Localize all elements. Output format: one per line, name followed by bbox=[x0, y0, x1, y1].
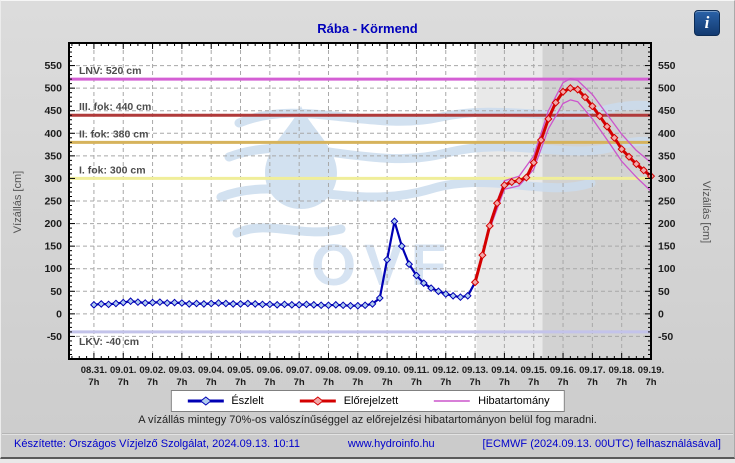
svg-text:08.31.: 08.31. bbox=[81, 365, 107, 376]
svg-text:500: 500 bbox=[658, 83, 676, 95]
svg-text:7h: 7h bbox=[352, 377, 363, 388]
svg-text:7h: 7h bbox=[147, 377, 158, 388]
svg-text:7h: 7h bbox=[323, 377, 334, 388]
svg-text:400: 400 bbox=[658, 128, 676, 140]
legend-item: Előrejelzett bbox=[298, 393, 398, 409]
info-icon[interactable]: i bbox=[694, 10, 720, 36]
svg-text:350: 350 bbox=[44, 150, 62, 162]
svg-text:150: 150 bbox=[658, 241, 676, 253]
page-title: Rába - Körmend bbox=[317, 21, 418, 36]
svg-text:09.08.: 09.08. bbox=[315, 365, 341, 376]
svg-text:III. fok: 440 cm: III. fok: 440 cm bbox=[79, 101, 151, 113]
svg-text:09.15.: 09.15. bbox=[521, 365, 547, 376]
svg-text:7h: 7h bbox=[382, 377, 393, 388]
svg-text:7h: 7h bbox=[206, 377, 217, 388]
svg-text:-50: -50 bbox=[658, 331, 673, 343]
svg-text:09.09.: 09.09. bbox=[345, 365, 371, 376]
footer-site-link[interactable]: www.hydroinfo.hu bbox=[347, 438, 435, 450]
note-text: A vízállás mintegy 70%-os valószínűségge… bbox=[138, 414, 597, 426]
svg-text:50: 50 bbox=[658, 286, 670, 298]
svg-text:300: 300 bbox=[44, 173, 62, 185]
svg-text:09.04.: 09.04. bbox=[198, 365, 224, 376]
svg-text:500: 500 bbox=[44, 83, 62, 95]
svg-text:250: 250 bbox=[658, 196, 676, 208]
svg-text:150: 150 bbox=[44, 241, 62, 253]
svg-text:7h: 7h bbox=[411, 377, 422, 388]
svg-text:7h: 7h bbox=[499, 377, 510, 388]
svg-text:100: 100 bbox=[658, 263, 676, 275]
y-axis-label-left: Vízállás [cm] bbox=[12, 170, 24, 234]
svg-text:LNV: 520 cm: LNV: 520 cm bbox=[79, 65, 141, 77]
svg-text:7h: 7h bbox=[645, 377, 656, 388]
svg-text:50: 50 bbox=[50, 286, 62, 298]
svg-text:300: 300 bbox=[658, 173, 676, 185]
svg-text:0: 0 bbox=[658, 308, 664, 320]
footer: Készítette: Országos Vízjelző Szolgálat,… bbox=[2, 433, 733, 454]
svg-text:09.10.: 09.10. bbox=[374, 365, 400, 376]
svg-text:I. fok: 300 cm: I. fok: 300 cm bbox=[79, 164, 146, 176]
footer-model-text: [ECMWF (2024.09.13. 00UTC) felhasználásá… bbox=[482, 438, 721, 450]
svg-text:7h: 7h bbox=[264, 377, 275, 388]
svg-text:200: 200 bbox=[44, 218, 62, 230]
svg-text:7h: 7h bbox=[557, 377, 568, 388]
svg-text:09.01.: 09.01. bbox=[110, 365, 136, 376]
svg-text:LKV: -40 cm: LKV: -40 cm bbox=[79, 336, 139, 348]
svg-text:450: 450 bbox=[44, 105, 62, 117]
legend-line-sample bbox=[187, 396, 224, 406]
svg-text:200: 200 bbox=[658, 218, 676, 230]
svg-text:09.17.: 09.17. bbox=[579, 365, 605, 376]
svg-text:550: 550 bbox=[44, 60, 62, 72]
svg-text:550: 550 bbox=[658, 60, 676, 72]
svg-text:09.14.: 09.14. bbox=[491, 365, 517, 376]
legend-item: Észlelt bbox=[185, 393, 264, 409]
legend-item: Hibatartomány bbox=[432, 393, 550, 409]
svg-text:7h: 7h bbox=[294, 377, 305, 388]
svg-text:II. fok: 380 cm: II. fok: 380 cm bbox=[79, 128, 148, 140]
info-icon-glyph: i bbox=[704, 13, 710, 32]
legend-label: Észlelt bbox=[231, 395, 264, 407]
svg-text:09.16.: 09.16. bbox=[550, 365, 576, 376]
svg-text:7h: 7h bbox=[616, 377, 627, 388]
svg-text:7h: 7h bbox=[235, 377, 246, 388]
svg-text:09.03.: 09.03. bbox=[169, 365, 195, 376]
svg-text:7h: 7h bbox=[88, 377, 99, 388]
svg-text:09.11.: 09.11. bbox=[403, 365, 429, 376]
svg-text:09.05.: 09.05. bbox=[227, 365, 253, 376]
svg-text:7h: 7h bbox=[528, 377, 539, 388]
svg-text:09.13.: 09.13. bbox=[462, 365, 488, 376]
legend-label: Hibatartomány bbox=[478, 395, 550, 407]
svg-text:400: 400 bbox=[44, 128, 62, 140]
svg-text:100: 100 bbox=[44, 263, 62, 275]
y-axis-label-right: Vízállás [cm] bbox=[700, 180, 712, 244]
svg-text:250: 250 bbox=[44, 196, 62, 208]
svg-text:0: 0 bbox=[56, 308, 62, 320]
svg-text:09.02.: 09.02. bbox=[139, 365, 165, 376]
svg-text:OVF: OVF bbox=[311, 233, 454, 298]
svg-text:09.19.: 09.19. bbox=[638, 365, 664, 376]
svg-text:7h: 7h bbox=[587, 377, 598, 388]
svg-text:7h: 7h bbox=[176, 377, 187, 388]
legend-line-sample bbox=[434, 400, 471, 402]
svg-text:09.06.: 09.06. bbox=[257, 365, 283, 376]
svg-text:7h: 7h bbox=[118, 377, 129, 388]
legend-label: Előrejelzett bbox=[343, 395, 399, 407]
legend-line-sample bbox=[299, 396, 336, 406]
svg-text:09.07.: 09.07. bbox=[286, 365, 312, 376]
chart-legend: Észlelt Előrejelzett Hibatartomány bbox=[170, 390, 565, 412]
svg-text:09.18.: 09.18. bbox=[608, 365, 634, 376]
svg-text:450: 450 bbox=[658, 105, 676, 117]
svg-text:09.12.: 09.12. bbox=[433, 365, 459, 376]
footer-created-text: Készítette: Országos Vízjelző Szolgálat,… bbox=[14, 438, 300, 450]
svg-text:7h: 7h bbox=[440, 377, 451, 388]
svg-text:7h: 7h bbox=[470, 377, 481, 388]
svg-text:350: 350 bbox=[658, 150, 676, 162]
svg-text:-50: -50 bbox=[47, 331, 62, 343]
